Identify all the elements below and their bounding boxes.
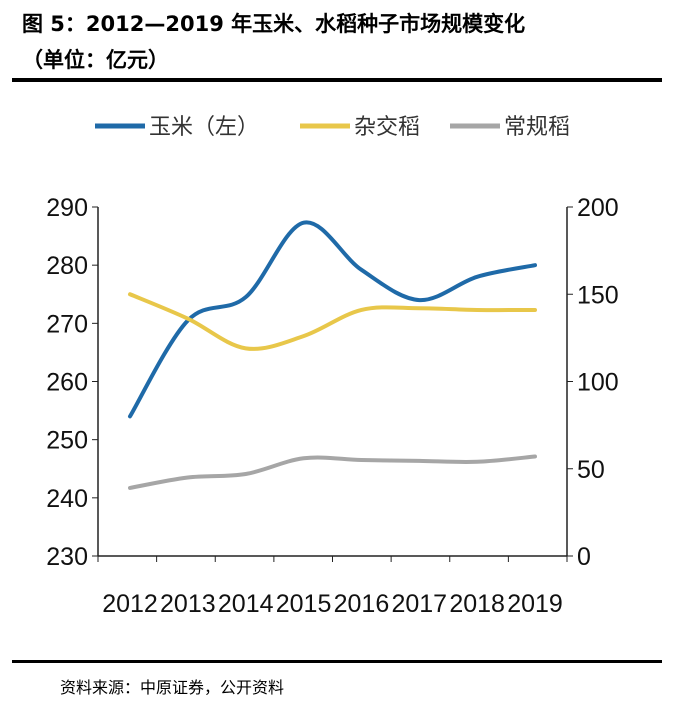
right-tick-label: 0 [577, 543, 591, 571]
x-tick-label: 2012 [102, 590, 158, 618]
top-rule [12, 78, 662, 82]
series-line-2 [128, 292, 537, 351]
bottom-rule [12, 660, 662, 663]
left-tick-label: 290 [46, 194, 88, 222]
title-line-1: 图 5：2012—2019 年玉米、水稻种子市场规模变化 [22, 12, 526, 36]
right-tick-label: 150 [577, 281, 619, 309]
right-tick-label: 100 [577, 369, 619, 397]
left-tick-label: 230 [46, 543, 88, 571]
right-tick-label: 50 [577, 456, 605, 484]
left-tick-label: 260 [46, 369, 88, 397]
x-tick-label: 2019 [507, 590, 563, 618]
title-line-2: （单位：亿元） [22, 48, 169, 72]
series-line-3 [128, 454, 537, 490]
left-tick-label: 270 [46, 310, 88, 338]
x-tick-label: 2015 [276, 590, 332, 618]
left-tick-label: 250 [46, 427, 88, 455]
right-tick-label: 200 [577, 194, 619, 222]
legend-label: 杂交稻 [354, 115, 420, 140]
x-tick-label: 2013 [160, 590, 216, 618]
left-tick-label: 240 [46, 485, 88, 513]
x-tick-label: 2018 [449, 590, 505, 618]
x-tick-label: 2016 [334, 590, 390, 618]
x-tick-label: 2014 [218, 590, 274, 618]
legend-label: 常规稻 [504, 115, 570, 140]
legend-label: 玉米（左） [149, 115, 259, 140]
x-tick-label: 2017 [391, 590, 447, 618]
left-tick-label: 280 [46, 252, 88, 280]
figure-title: 图 5：2012—2019 年玉米、水稻种子市场规模变化 （单位：亿元） [22, 6, 662, 78]
source-note: 资料来源：中原证券，公开资料 [60, 678, 285, 697]
